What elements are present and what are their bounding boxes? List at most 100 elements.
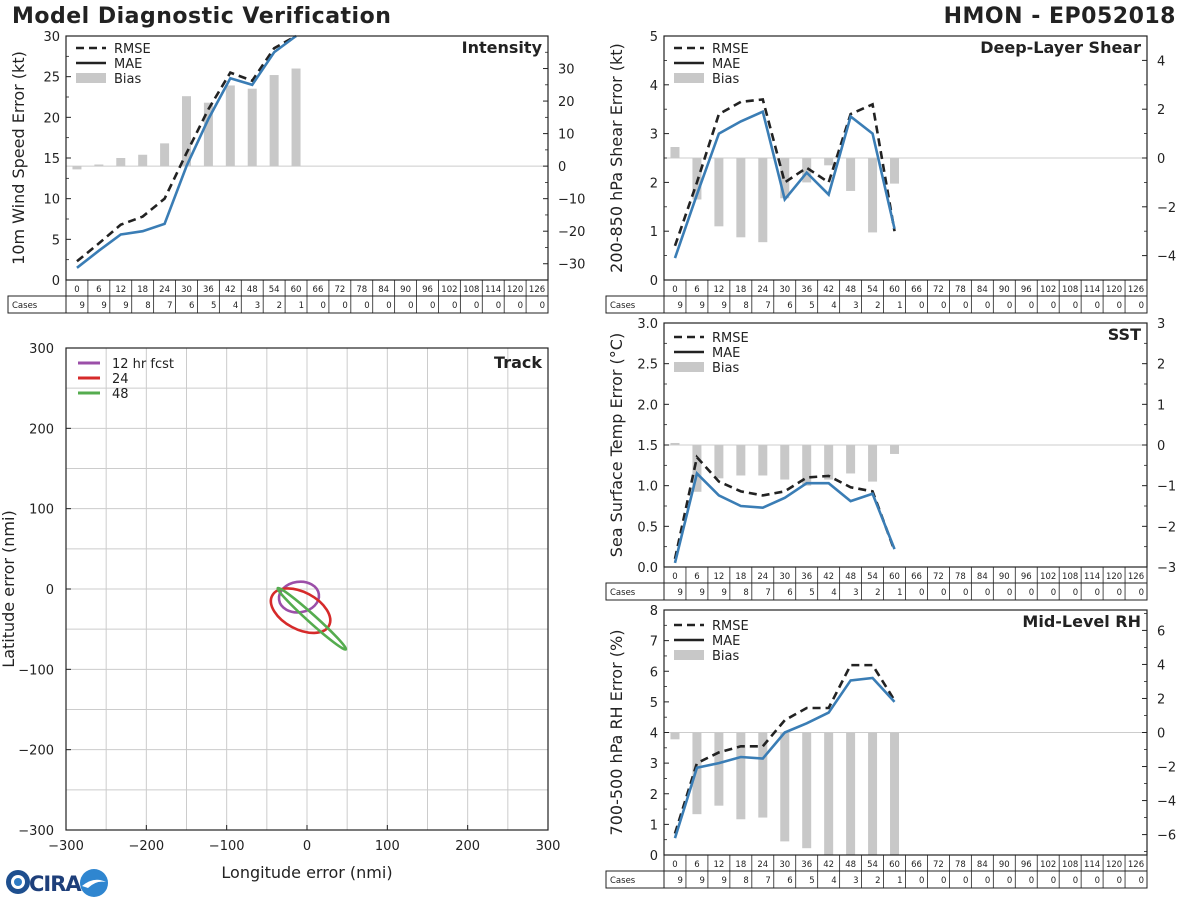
track-ylabel: Latitude error (nmi) [0, 510, 18, 667]
shear-case-count: 0 [919, 301, 924, 311]
intensity-case-count: 0 [452, 301, 457, 311]
track-legend-label: 24 [112, 372, 129, 387]
shear-case-count: 9 [699, 301, 704, 311]
shear-lead-label: 18 [735, 285, 746, 295]
intensity-case-count: 3 [255, 301, 260, 311]
intensity-lead-label: 96 [422, 285, 433, 295]
shear-bias-bar [714, 158, 724, 227]
sst-case-count: 7 [765, 588, 770, 598]
intensity-mae-line [76, 34, 297, 269]
sst-lead-label: 126 [1128, 572, 1144, 582]
intensity-ytick-label: 20 [43, 111, 60, 126]
sst-mae-line [673, 470, 896, 564]
intensity-bias-bar [94, 164, 104, 167]
intensity-lead-label: 126 [529, 285, 545, 295]
sst-lead-label: 24 [757, 572, 768, 582]
shear-lead-label: 72 [933, 285, 944, 295]
track-ellipse-48h [276, 586, 348, 651]
shear-mae-line [673, 109, 896, 259]
sst-ylabel: Sea Surface Temp Error (°C) [607, 333, 626, 557]
rh-bias-bar [846, 732, 856, 855]
shear-bias-bar [802, 158, 812, 183]
intensity-lead-label: 54 [269, 285, 280, 295]
rh-y2tick-label: 0 [1157, 727, 1165, 742]
sst-case-count: 0 [1029, 588, 1034, 598]
rh-legend-rmse-label: RMSE [712, 619, 749, 634]
rh-case-count: 6 [787, 876, 792, 886]
track-xtick-label: 0 [303, 839, 311, 854]
intensity-bias-bar [72, 166, 82, 170]
intensity-case-count: 0 [540, 301, 545, 311]
rh-legend-mae-label: MAE [712, 634, 740, 649]
intensity-lead-label: 24 [159, 285, 170, 295]
rh-bias-bar [802, 732, 812, 849]
intensity-bias-bar [182, 96, 191, 167]
intensity-ytick-label: 25 [43, 71, 60, 86]
track-ellipse-12h [277, 580, 321, 614]
shear-case-count: 0 [1095, 301, 1100, 311]
shear-lead-label: 126 [1128, 285, 1144, 295]
rh-case-count: 3 [853, 876, 858, 886]
track-legend-label: 12 hr fcst [112, 357, 174, 372]
shear-ytick-label: 2 [650, 176, 658, 191]
track-title: Track [494, 353, 542, 372]
shear-legend-bias-label: Bias [712, 72, 739, 87]
sst-case-count: 2 [875, 588, 880, 598]
shear-lead-label: 108 [1062, 285, 1078, 295]
rh-lead-label: 96 [1021, 860, 1032, 870]
track-xtick-label: −200 [128, 839, 164, 854]
rh-case-count: 0 [1007, 876, 1012, 886]
shear-case-count: 0 [985, 301, 990, 311]
intensity-legend-mae-label: MAE [114, 57, 142, 72]
sst-lead-label: 54 [867, 572, 878, 582]
intensity-lead-label: 84 [378, 285, 389, 295]
intensity-y2tick-label: 30 [558, 63, 575, 78]
intensity-lead-label: 18 [137, 285, 148, 295]
sst-title: SST [1108, 325, 1141, 344]
intensity-lead-label: 30 [181, 285, 192, 295]
shear-ytick-label: 5 [650, 30, 658, 45]
rh-ylabel: 700-500 hPa RH Error (%) [607, 630, 626, 836]
intensity-case-count: 0 [430, 301, 435, 311]
track-ytick-label: 0 [46, 583, 54, 598]
sst-lead-label: 84 [977, 572, 988, 582]
rh-rmse-line [673, 663, 896, 834]
sst-y2tick-label: −1 [1157, 480, 1176, 495]
rh-ytick-label: 3 [650, 757, 658, 772]
shear-ytick-label: 4 [650, 79, 658, 94]
sst-lead-label: 72 [933, 572, 944, 582]
intensity-case-count: 7 [167, 301, 172, 311]
shear-bias-bar [890, 158, 900, 184]
track-ytick-label: 100 [29, 503, 54, 518]
intensity-ylabel: 10m Wind Speed Error (kt) [9, 51, 28, 265]
intensity-lead-label: 0 [74, 285, 79, 295]
track-ytick-label: 300 [29, 342, 54, 357]
shear-case-count: 1 [897, 301, 902, 311]
intensity-case-count: 0 [386, 301, 391, 311]
intensity-lead-label: 60 [291, 285, 302, 295]
shear-bias-bar [736, 158, 746, 238]
sst-lead-label: 90 [999, 572, 1010, 582]
sst-case-count: 0 [1073, 588, 1078, 598]
intensity-bias-bar [269, 75, 279, 167]
track-ellipse-24h [269, 587, 332, 635]
intensity-case-count: 0 [320, 301, 325, 311]
rh-lead-label: 72 [933, 860, 944, 870]
rh-lead-label: 6 [694, 860, 699, 870]
track-xtick-label: 200 [455, 839, 480, 854]
shear-case-count: 0 [1117, 301, 1122, 311]
intensity-lead-label: 6 [96, 285, 101, 295]
shear-lead-label: 96 [1021, 285, 1032, 295]
rh-case-count: 0 [1029, 876, 1034, 886]
rh-case-count: 5 [809, 876, 814, 886]
sst-lead-label: 30 [779, 572, 790, 582]
rh-ytick-label: 7 [650, 635, 658, 650]
rh-lead-label: 24 [757, 860, 768, 870]
sst-case-count: 9 [699, 588, 704, 598]
intensity-bias-bar [138, 154, 148, 167]
intensity-y2tick-label: 10 [558, 128, 575, 143]
shear-lead-label: 6 [694, 285, 699, 295]
rh-y2tick-label: −4 [1157, 795, 1176, 810]
intensity-case-count: 8 [145, 301, 150, 311]
